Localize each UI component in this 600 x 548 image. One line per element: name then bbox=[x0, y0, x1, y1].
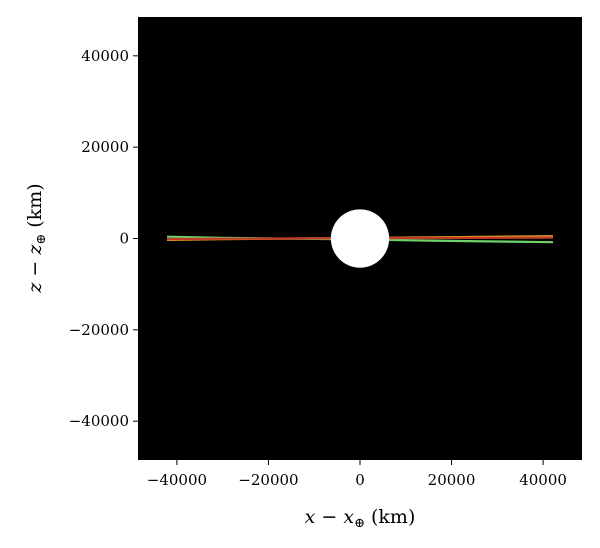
x-axis-label: x − x⊕ (km) bbox=[305, 506, 416, 531]
x-tick-label: 20000 bbox=[428, 471, 476, 489]
y-axis-label: z − z⊕ (km) bbox=[24, 183, 49, 293]
x-tick-label: 0 bbox=[355, 471, 365, 489]
y-tick-label: 0 bbox=[119, 230, 129, 248]
earth-disk bbox=[330, 209, 390, 268]
x-tick-label: 40000 bbox=[519, 471, 567, 489]
x-tick-label: −40000 bbox=[147, 471, 207, 489]
x-tick-label: −20000 bbox=[238, 471, 298, 489]
y-tick-label: 20000 bbox=[81, 138, 129, 156]
y-tick-label: −20000 bbox=[69, 321, 129, 339]
y-tick-label: −40000 bbox=[69, 412, 129, 430]
y-tick-label: 40000 bbox=[81, 47, 129, 65]
